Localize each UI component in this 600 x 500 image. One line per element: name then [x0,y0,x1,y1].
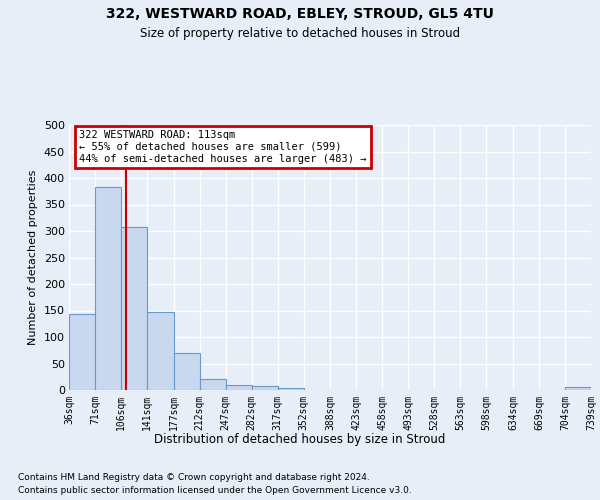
Text: Contains public sector information licensed under the Open Government Licence v3: Contains public sector information licen… [18,486,412,495]
Bar [121,228,147,390]
Bar [200,379,226,390]
Bar [147,312,173,390]
Y-axis label: Number of detached properties: Number of detached properties [28,170,38,345]
Text: Distribution of detached houses by size in Stroud: Distribution of detached houses by size … [154,432,446,446]
Bar [278,388,304,390]
Bar [226,384,251,390]
Bar [173,354,200,390]
Text: Size of property relative to detached houses in Stroud: Size of property relative to detached ho… [140,28,460,40]
Bar [565,388,591,390]
Text: 322, WESTWARD ROAD, EBLEY, STROUD, GL5 4TU: 322, WESTWARD ROAD, EBLEY, STROUD, GL5 4… [106,8,494,22]
Bar [251,386,278,390]
Text: 322 WESTWARD ROAD: 113sqm
← 55% of detached houses are smaller (599)
44% of semi: 322 WESTWARD ROAD: 113sqm ← 55% of detac… [79,130,367,164]
Bar [69,314,95,390]
Bar [95,187,121,390]
Text: Contains HM Land Registry data © Crown copyright and database right 2024.: Contains HM Land Registry data © Crown c… [18,472,370,482]
